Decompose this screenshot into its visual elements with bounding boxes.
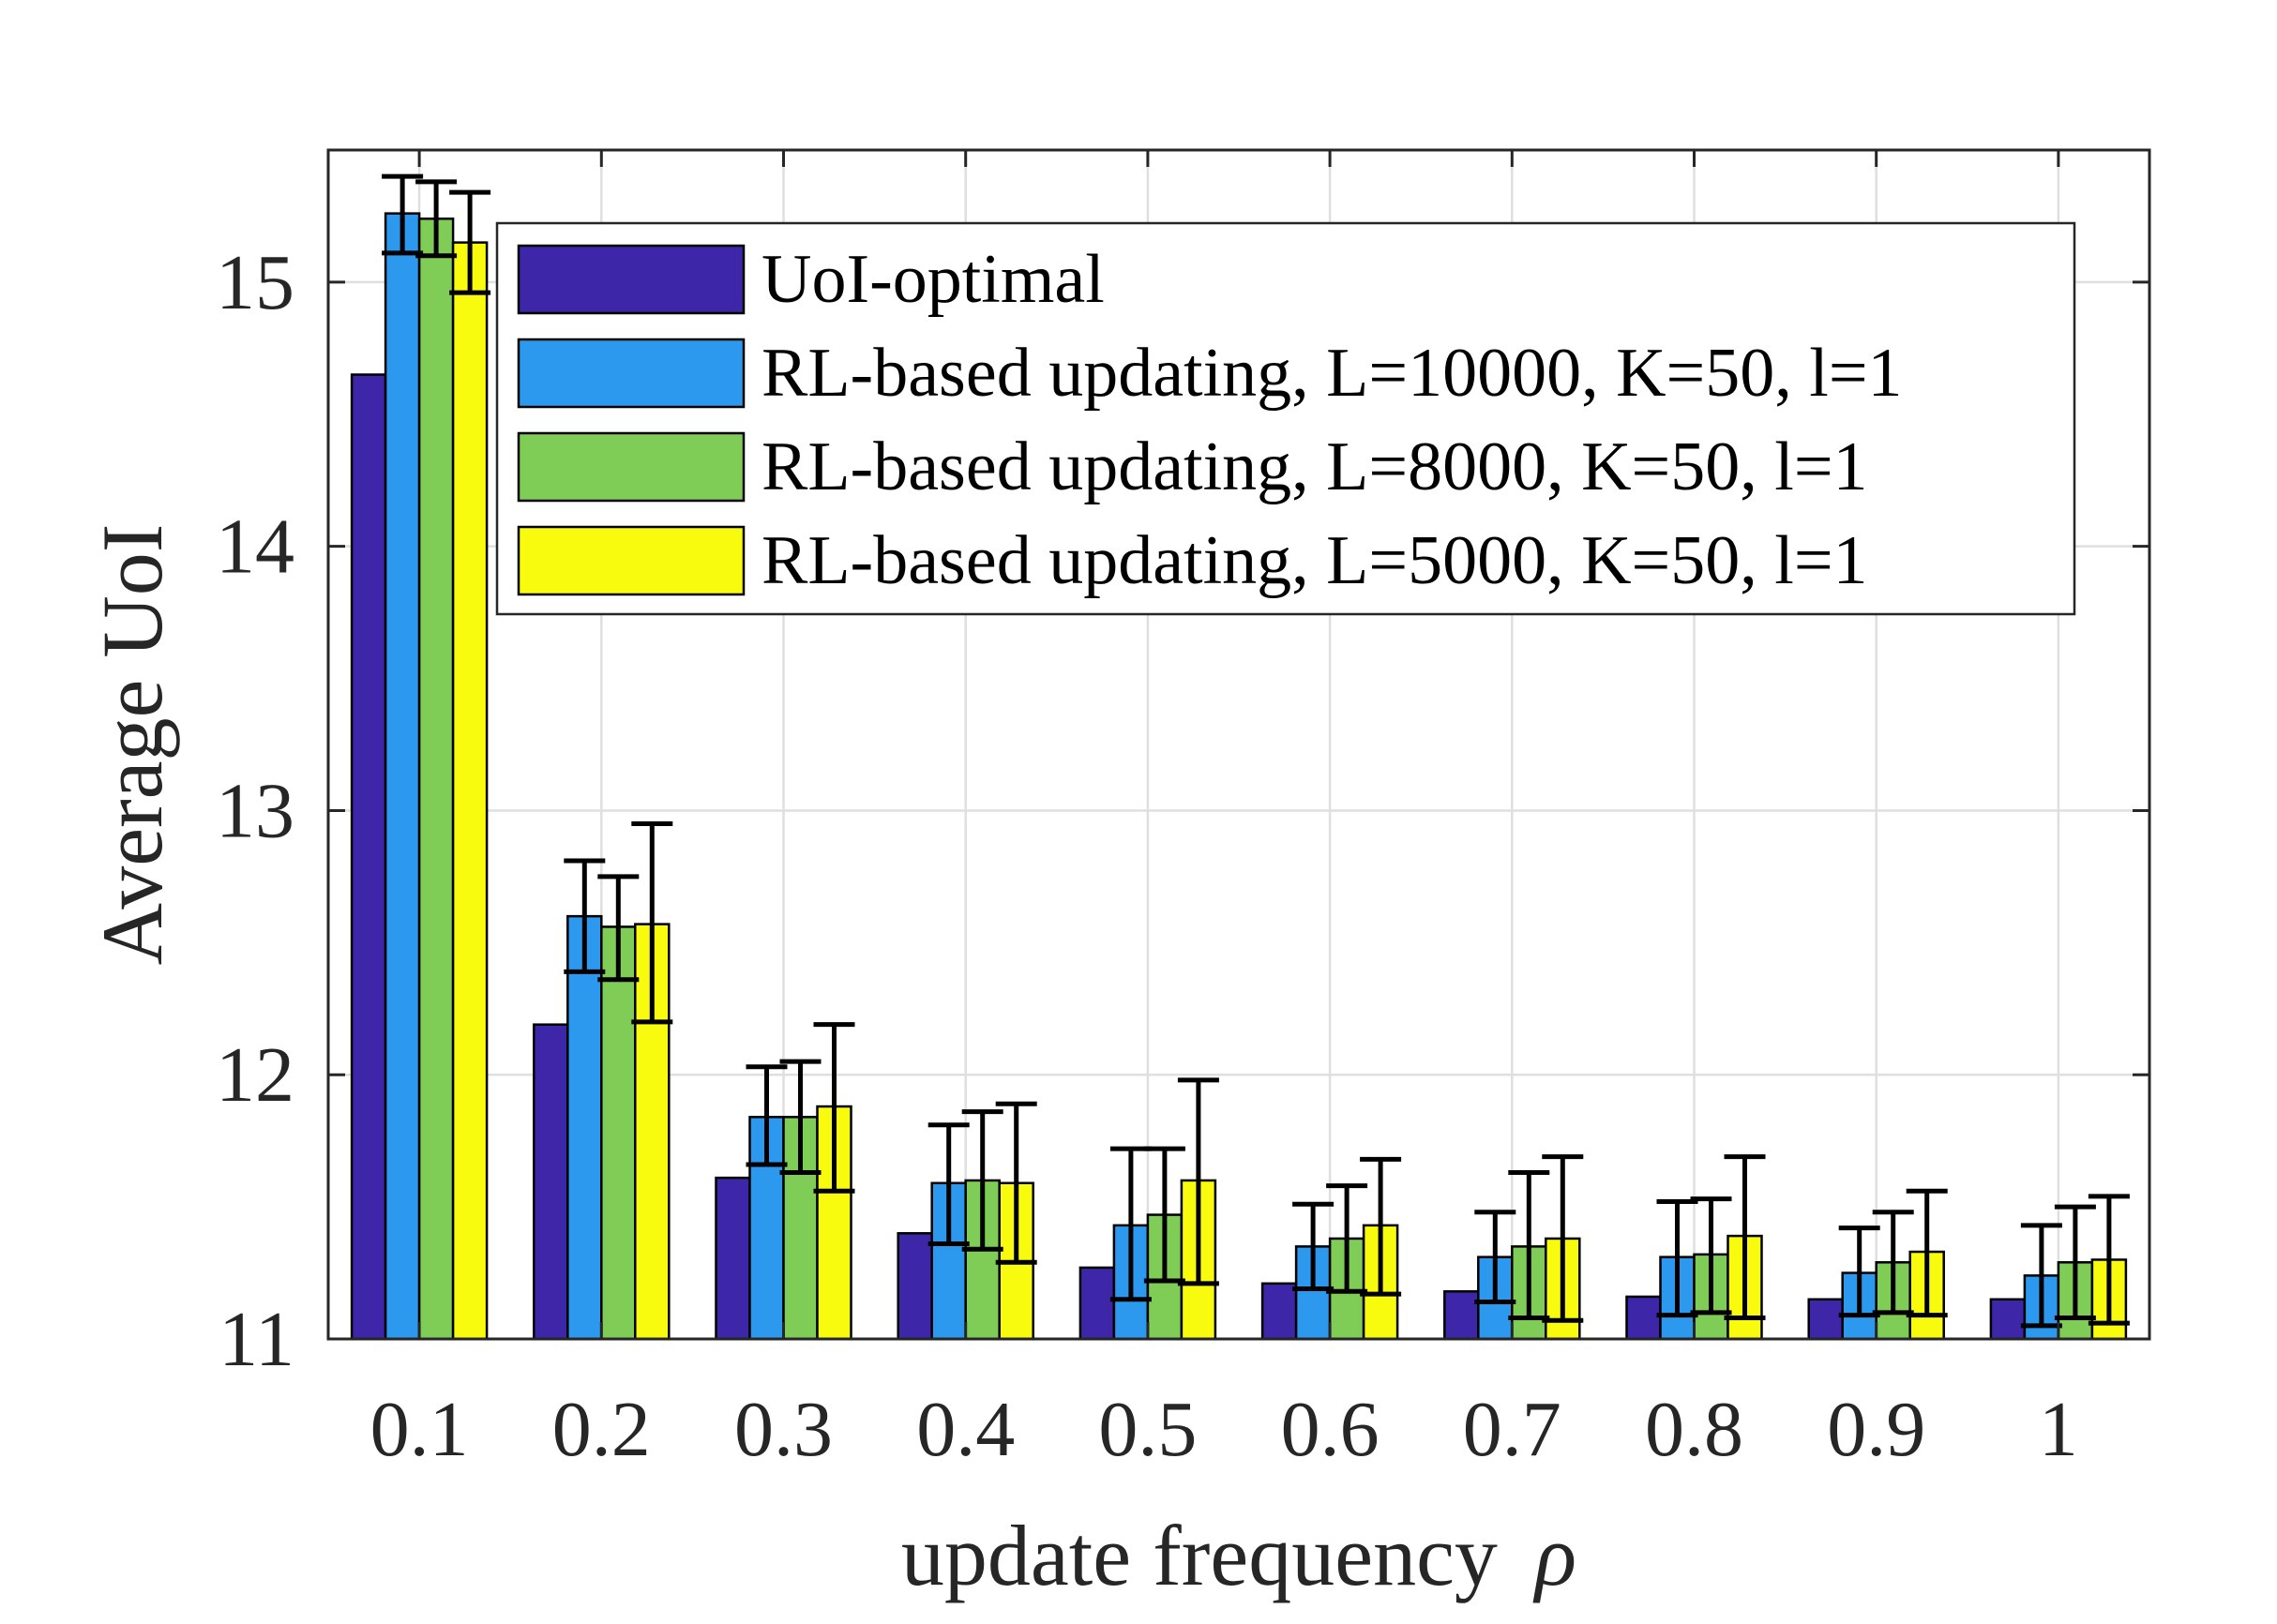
- bar-s0-7: [1625, 1295, 1662, 1341]
- legend-label-0: UoI-optimal: [762, 241, 1105, 318]
- axis-ticks: [328, 150, 2149, 1341]
- bar-s2-0: [417, 218, 455, 1341]
- bar-s2-1: [600, 925, 637, 1341]
- x-axis-label: update frequency: [901, 1508, 1498, 1603]
- y-tick-label: 14: [216, 504, 294, 591]
- x-tick-label: 0.6: [1281, 1386, 1380, 1473]
- bar-s0-5: [1260, 1282, 1298, 1341]
- x-tick-label: 1: [2039, 1386, 2078, 1473]
- bar-s0-2: [715, 1176, 751, 1341]
- y-tick-label: 11: [219, 1296, 294, 1383]
- y-tick-labels: 11 12 13 14 15: [216, 239, 294, 1383]
- legend-box: [495, 221, 2076, 616]
- legend: UoI-optimal RL-based updating, L=10000, K…: [495, 221, 2076, 616]
- x-tick-label: 0.4: [916, 1386, 1015, 1473]
- legend-label-1: RL-based updating, L=10000, K=50, l=1: [762, 335, 1903, 412]
- x-tick-label: 0.2: [552, 1386, 651, 1473]
- bar-s0-3: [897, 1232, 933, 1341]
- x-tick-label: 0.5: [1098, 1386, 1197, 1473]
- x-tick-label: 0.1: [370, 1386, 469, 1473]
- legend-label-3: RL-based updating, L=5000, K=50, l=1: [762, 522, 1868, 599]
- bar-s0-9: [1989, 1298, 2027, 1341]
- bar-s0-1: [533, 1023, 569, 1341]
- legend-label-2: RL-based updating, L=8000, K=50, l=1: [762, 429, 1868, 505]
- bar-s1-1: [566, 914, 603, 1341]
- x-tick-label: 0.8: [1645, 1386, 1743, 1473]
- x-tick-label: 0.3: [734, 1386, 833, 1473]
- x-tick-label: 0.9: [1827, 1386, 1925, 1473]
- legend-swatch-2: [517, 431, 746, 503]
- bar-s3-0: [451, 241, 489, 1341]
- x-axis-symbol: ρ: [1532, 1508, 1576, 1603]
- x-tick-label: 0.7: [1463, 1386, 1561, 1473]
- bar-s0-8: [1807, 1298, 1844, 1341]
- x-tick-labels: 0.1 0.2 0.3 0.4 0.5 0.6 0.7 0.8 0.9 1: [370, 1386, 2078, 1473]
- y-axis-title: Average UoI: [84, 524, 180, 966]
- y-tick-label: 12: [216, 1031, 294, 1119]
- legend-swatch-3: [517, 525, 746, 596]
- plot-frame: [326, 148, 2151, 1341]
- bar-s1-0: [384, 212, 421, 1341]
- y-tick-label: 13: [216, 767, 294, 854]
- y-tick-label: 15: [216, 239, 294, 326]
- error-bars: [382, 173, 2130, 1329]
- bar-s0-4: [1078, 1266, 1116, 1341]
- bar-s0-0: [350, 373, 387, 1341]
- legend-swatch-0: [517, 244, 746, 315]
- x-axis-title: update frequency ρ: [901, 1508, 1576, 1603]
- bar-s0-6: [1443, 1290, 1480, 1341]
- legend-swatch-1: [517, 338, 746, 409]
